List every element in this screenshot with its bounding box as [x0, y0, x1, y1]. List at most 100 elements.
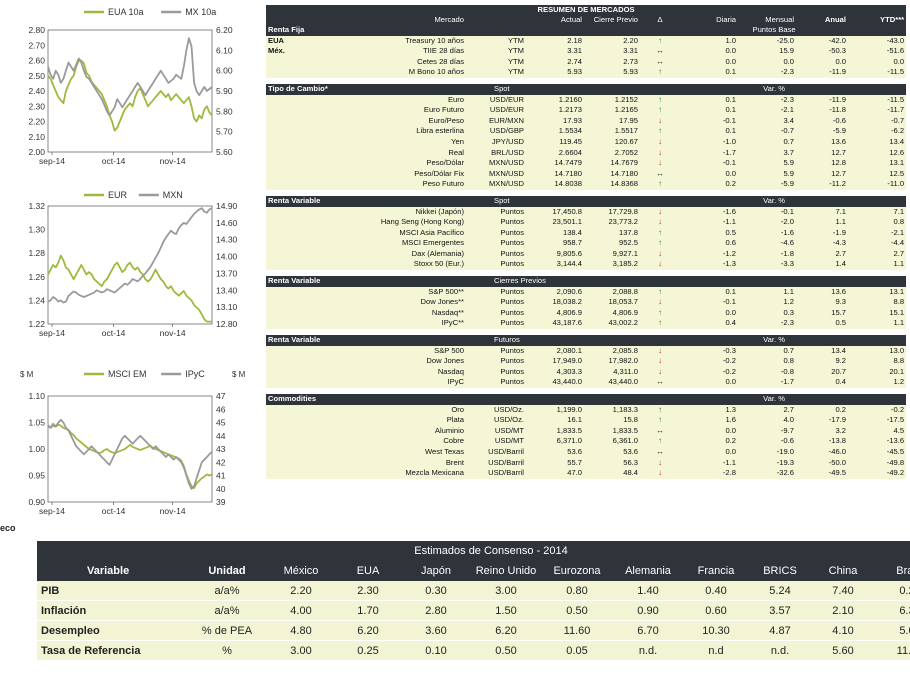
cell-country	[266, 228, 306, 239]
consensus-value: 2.20	[267, 581, 335, 601]
cell-diaria: 1.6	[725, 415, 736, 425]
consensus-value: 0.40	[683, 581, 749, 601]
cell-diaria: -1.0	[722, 136, 736, 146]
source-note-fragment: eco	[0, 523, 16, 533]
arrow-down-icon: ↓	[658, 457, 662, 467]
y-right-tick-label: 40	[216, 484, 226, 494]
cell-unit: Puntos	[500, 307, 524, 317]
cell-prev: 17,729.8	[608, 206, 638, 216]
arrow-down-icon: ↓	[658, 217, 662, 227]
cell-diaria: -1.3	[722, 259, 736, 269]
consensus-value: 6.70	[613, 620, 683, 641]
cell-unit: Puntos	[500, 217, 524, 227]
arrow-up-icon: ↑	[658, 307, 662, 317]
consensus-header-cell: BRICS	[749, 561, 811, 581]
cell-instrument: TIIE 28 días	[423, 46, 464, 56]
cell-anual: 0.2	[835, 404, 846, 414]
cell-prev: 43,002.2	[608, 318, 638, 328]
consensus-unit: % de PEA	[187, 620, 267, 641]
cell-prev: 5.93	[623, 67, 638, 77]
cell-direction: ↔	[640, 169, 680, 180]
cell-anual: 12.7	[831, 147, 846, 157]
cell-ytd: 13.1	[889, 158, 905, 168]
arrow-down-icon: ↓	[658, 147, 662, 157]
cell-prev: 4,806.9	[612, 307, 638, 317]
cell-prev: 17,982.0	[608, 356, 638, 366]
cell-prev: 6,361.0	[612, 436, 638, 446]
cell-instrument: Nikkei (Japón)	[415, 206, 464, 216]
consensus-value: 2.10	[811, 600, 875, 621]
consensus-value: 2.30	[335, 581, 401, 601]
cell-diaria: 0.1	[725, 94, 736, 104]
cell-ytd: 1.1	[893, 318, 905, 328]
cell-instrument: Dow Jones**	[420, 297, 464, 307]
cell-ytd: -45.5	[886, 446, 905, 456]
cell-unit: BRL/USD	[491, 147, 524, 157]
right-unit-label: $ M	[232, 370, 246, 379]
cell-instrument: Dax (Alemania)	[411, 248, 464, 258]
table-row: Cetes 28 días YTM 2.74 2.73 ↔ 0.0 0.0 0.0 0.0	[266, 57, 906, 68]
cell-direction: ↓	[640, 259, 680, 270]
cell-unit: Puntos	[500, 286, 524, 296]
cell-country: EUA	[268, 35, 285, 45]
cell-mensual: -9.7	[780, 425, 794, 435]
consensus-value: 4.80	[267, 620, 335, 641]
cell-ytd: -11.7	[887, 105, 905, 115]
cell-unit: USD/Barril	[488, 457, 524, 467]
consensus-unit: a/a%	[187, 581, 267, 601]
cell-unit: JPY/USD	[491, 136, 524, 146]
cell-unit: Puntos	[500, 248, 524, 258]
market-summary-header-row: Mercado Actual Cierre Previo Δ Diaria Me…	[266, 15, 907, 25]
y-right-tick-label: 47	[216, 391, 226, 401]
cell-actual: 2.18	[567, 35, 582, 45]
consensus-header-cell: China	[811, 561, 875, 581]
cell-anual: 12.7	[831, 168, 846, 178]
cell-prev: 137.8	[618, 227, 638, 237]
cell-diaria: 0.0	[725, 168, 736, 178]
cell-direction: ↓	[640, 458, 680, 469]
arrow-up-icon: ↑	[658, 227, 662, 237]
cell-anual: 7.1	[835, 206, 846, 216]
cell-anual: -49.5	[828, 468, 846, 478]
y-right-tick-label: 43	[216, 444, 226, 454]
header-cierre-previo: Cierre Previo	[584, 15, 640, 25]
x-tick-label: sep-14	[39, 506, 65, 516]
consensus-header-cell: Variable	[37, 561, 187, 581]
cell-mensual: -2.3	[780, 67, 794, 77]
cell-actual: 2,090.6	[556, 286, 582, 296]
cell-country	[266, 116, 306, 127]
cell-diaria: 0.0	[725, 307, 736, 317]
cell-prev: 2,085.8	[612, 345, 638, 355]
section-header-row: Renta Variable Cierres Previos	[266, 276, 907, 287]
consensus-value: 5.60	[811, 640, 875, 661]
consensus-value: 1.70	[335, 600, 401, 621]
cell-actual: 6,371.0	[556, 436, 582, 446]
consensus-value: 7.40	[811, 581, 875, 601]
market-summary-table: RESUMEN DE MERCADOS Mercado Actual Cierr…	[266, 5, 907, 479]
section-header-row: Commodities Var. %	[266, 394, 907, 405]
section-gap-cell	[266, 77, 907, 84]
cell-instrument: Brent	[445, 457, 464, 467]
cell-actual: 16.1	[567, 415, 582, 425]
cell-ytd: 8.8	[893, 297, 905, 307]
section-gap-cell	[266, 270, 907, 277]
cell-direction: ↓	[640, 207, 680, 218]
cell-actual: 5.93	[567, 67, 582, 77]
x-tick-label: sep-14	[39, 328, 65, 338]
y-right-tick-label: 44	[216, 431, 226, 441]
cell-mensual: -5.9	[780, 179, 794, 189]
cell-actual: 9,805.6	[556, 248, 582, 258]
cell-direction: ↑	[640, 126, 680, 137]
cell-mensual: 0.8	[783, 356, 794, 366]
table-row: MSCI Emergentes Puntos 958.7 952.5 ↑ 0.6 -4.6 -…	[266, 238, 906, 249]
cell-unit: USD/Oz.	[494, 415, 524, 425]
cell-anual: -4.3	[832, 238, 846, 248]
cell-unit: Puntos	[500, 318, 524, 328]
section-gap	[266, 77, 907, 84]
y-right-tick-label: 14.30	[216, 235, 238, 245]
cell-country	[266, 57, 306, 68]
cell-ytd: -6.2	[891, 126, 905, 136]
cell-ytd: 13.4	[889, 136, 905, 146]
cell-diaria: 0.6	[725, 238, 736, 248]
table-row: MSCI Asia Pacífico Puntos 138.4 137.8 ↑ 0.5 -1…	[266, 228, 906, 239]
